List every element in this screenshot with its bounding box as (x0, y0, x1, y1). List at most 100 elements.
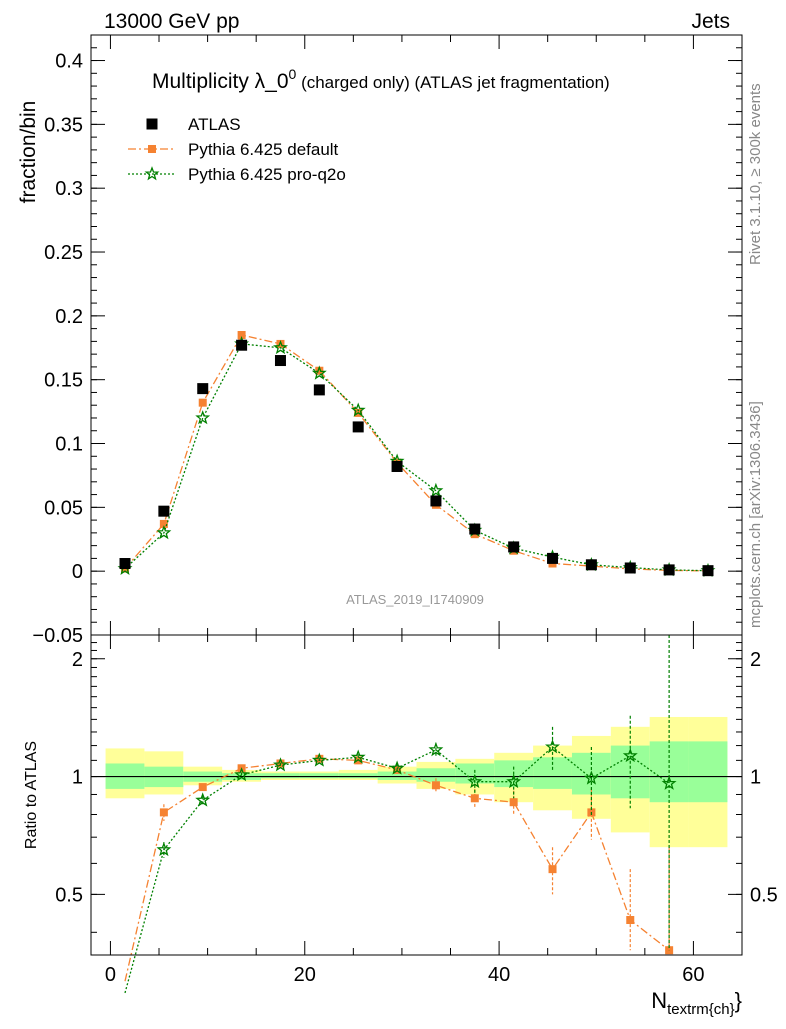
ratio-x-axis: 0 20 40 60 (105, 635, 705, 986)
band-green (338, 773, 378, 779)
ratio-point (273, 757, 288, 772)
main-y-axis: −0.05 0 0.05 0.1 0.15 0.2 0.25 0.3 0.35 0.4 (32, 47, 742, 647)
x-axis-label: Ntextrm{ch}} (651, 988, 742, 1018)
ratio-series-line (124, 746, 670, 994)
data-point (469, 523, 481, 535)
ratio-point (626, 916, 635, 925)
ratio-point (622, 747, 638, 763)
legend-marker (148, 145, 156, 153)
data-point (624, 562, 636, 574)
data-point (430, 495, 442, 507)
ratio-point (548, 865, 557, 874)
data-point (311, 365, 327, 380)
header-right: Jets (691, 10, 730, 33)
main-y-tick-label: 0.35 (44, 114, 83, 136)
main-y-tick-label: 0.05 (44, 497, 83, 519)
ratio-point (428, 742, 444, 757)
data-point (391, 460, 403, 472)
data-point (198, 398, 207, 407)
x-tick-label: 20 (294, 964, 316, 986)
ratio-point (583, 770, 599, 785)
band-green (261, 773, 300, 779)
ratio-point (156, 841, 172, 857)
rivet-label: Rivet 3.1.10, ≥ 300k events (747, 83, 764, 265)
data-point (315, 366, 324, 375)
data-point (508, 541, 520, 553)
data-point (197, 383, 209, 395)
ratio-y-tick-label: 2 (72, 649, 83, 671)
main-y-tick-label: −0.05 (32, 625, 83, 647)
data-point (350, 402, 366, 417)
ratio-point (159, 808, 168, 817)
ratio-frame (90, 634, 743, 956)
ratio-point (311, 752, 327, 767)
ratio-plot-area (91, 635, 742, 994)
ratio-point (545, 739, 560, 754)
main-y-tick-label: 0 (72, 561, 83, 583)
legend-marker (146, 118, 158, 130)
ratio-y-tick-label: 0.5 (55, 884, 83, 906)
series-line (124, 343, 709, 572)
data-point (313, 384, 325, 396)
ratio-point (389, 760, 405, 775)
ratio-y-tick-label-right: 1 (750, 767, 761, 789)
ratio-point (506, 773, 522, 789)
data-point (237, 331, 246, 339)
data-point (156, 525, 172, 540)
series-line (124, 334, 709, 572)
x-tick-label: 0 (105, 964, 116, 986)
data-point (352, 421, 364, 433)
band-green (455, 763, 495, 784)
data-point (276, 339, 285, 348)
data-point (195, 410, 211, 425)
x-tick-label: 40 (488, 964, 510, 986)
data-point (119, 558, 131, 570)
main-y-tick-label: 0.1 (55, 434, 83, 456)
main-plot-area (117, 331, 716, 577)
main-panel: −0.05 0 0.05 0.1 0.15 0.2 0.25 0.3 0.35 0.4 fract… (17, 34, 743, 647)
data-point (663, 564, 675, 576)
watermark: ATLAS_2019_I1740909 (346, 592, 484, 607)
ratio-y-label: Ratio to ATLAS (23, 741, 40, 849)
data-point (158, 505, 170, 517)
data-point (585, 559, 597, 571)
data-point (702, 565, 714, 577)
ratio-point (198, 783, 207, 792)
main-y-tick-label: 0.15 (44, 370, 83, 392)
data-point (159, 519, 168, 528)
band-green (299, 773, 339, 779)
ratio-point (195, 792, 211, 807)
chart-title: Multiplicity λ_00 (charged only) (ATLAS … (152, 66, 610, 93)
ratio-point (661, 775, 677, 790)
legend-label: Pythia 6.425 default (188, 140, 339, 159)
x-label-main: N (651, 988, 667, 1013)
ratio-point (234, 767, 250, 782)
main-y-tick-label: 0.3 (55, 178, 83, 200)
main-x-axis (109, 35, 694, 635)
data-point (547, 552, 559, 564)
band-green (377, 771, 417, 780)
mcplots-label: mcplots.cern.ch [arXiv:1306.3436] (747, 401, 764, 628)
ratio-y-tick-label-right: 0.5 (750, 884, 778, 906)
data-point (428, 482, 444, 498)
ratio-y-axis: 0.5 0.5 1 1 2 2 (55, 642, 778, 933)
series-0 (119, 339, 714, 577)
ratio-point (350, 749, 366, 764)
ratio-point (470, 794, 479, 803)
main-y-tick-label: 0.25 (44, 242, 83, 264)
x-label-subscript: textrm{ch} (667, 1001, 735, 1018)
data-point (274, 355, 286, 367)
legend-marker (144, 166, 160, 181)
main-y-label: fraction/bin (17, 101, 40, 204)
legend: ATLAS Pythia 6.425 default Pythia 6.425 pr… (128, 115, 346, 184)
legend-label: Pythia 6.425 pro-q2o (188, 165, 346, 184)
title-rest: (charged only) (ATLAS jet fragmentation) (296, 73, 609, 92)
main-y-tick-label: 0.4 (55, 51, 83, 73)
ratio-y-tick-label: 1 (72, 767, 83, 789)
ratio-point (431, 781, 440, 790)
ratio-series-1 (124, 635, 677, 994)
series-1 (121, 331, 712, 575)
x-tick-label: 60 (682, 964, 704, 986)
ratio-y-tick-label-right: 2 (750, 649, 761, 671)
ratio-point (467, 773, 483, 789)
